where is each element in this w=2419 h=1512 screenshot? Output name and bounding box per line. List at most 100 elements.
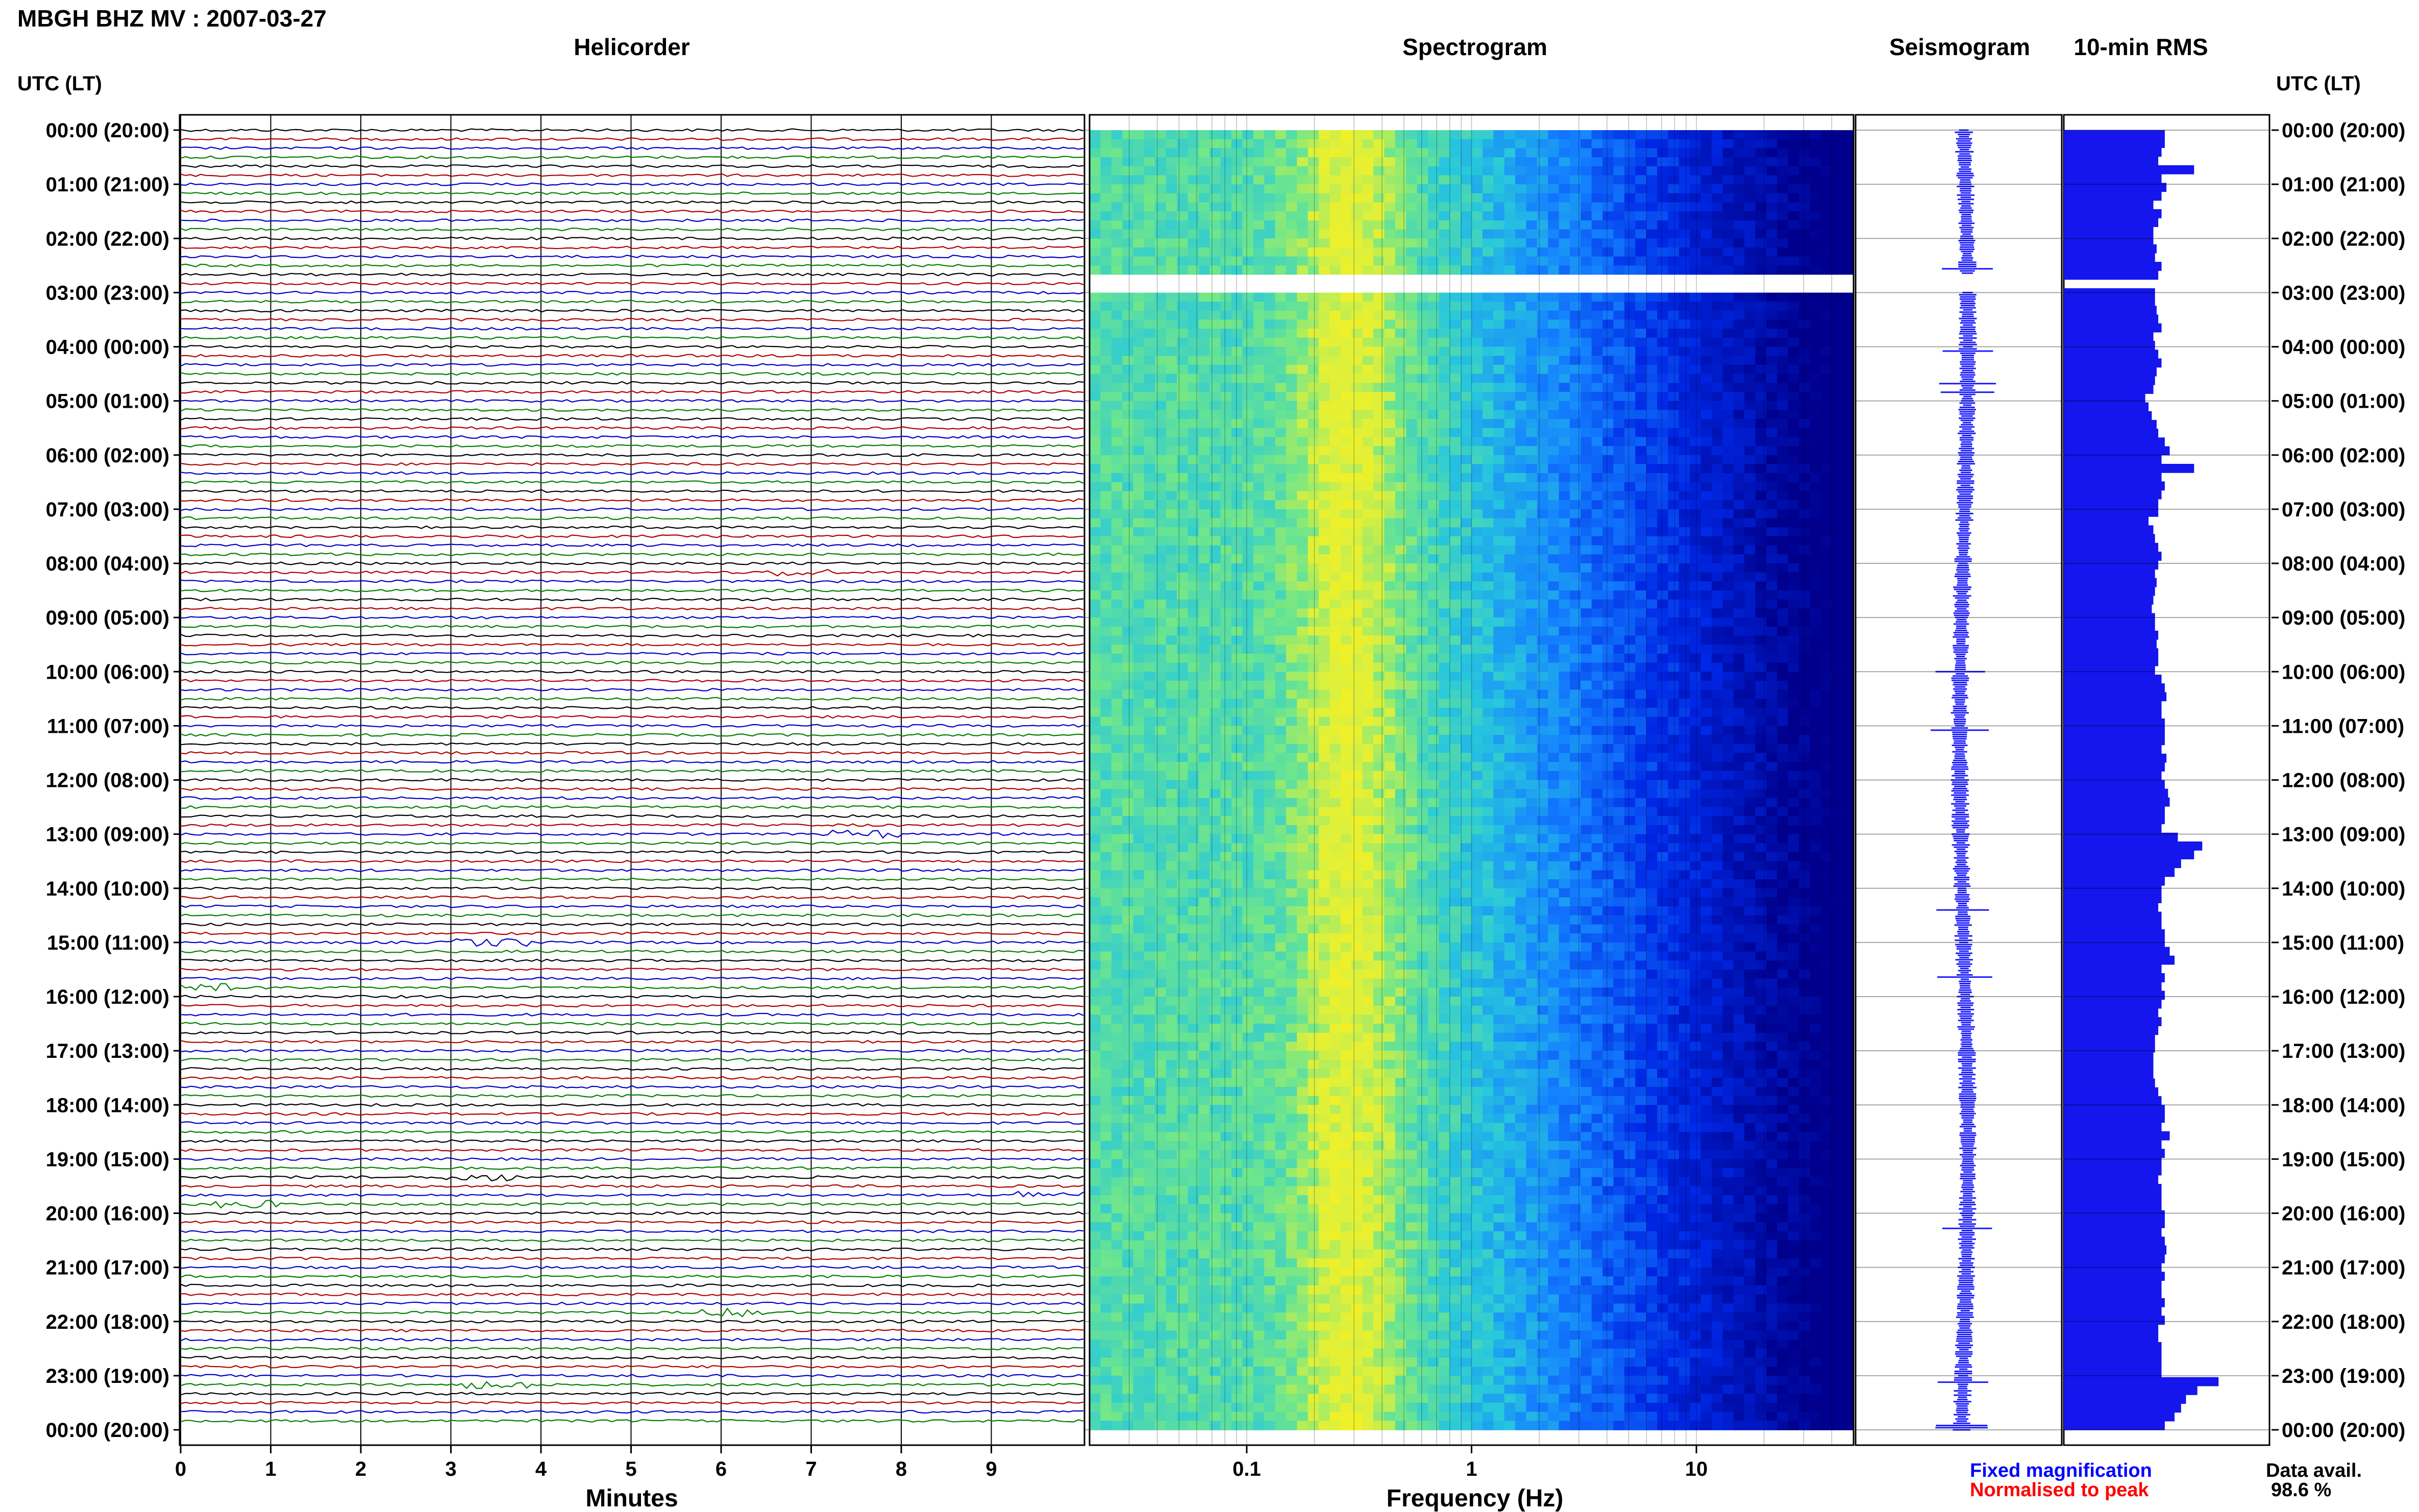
spectrogram-cell xyxy=(1198,419,1211,429)
spectrogram-cell xyxy=(1351,256,1363,266)
spectrogram-cell xyxy=(1832,256,1843,266)
spectrogram-cell xyxy=(1090,455,1101,465)
spectrogram-cell xyxy=(1820,635,1832,645)
spectrogram-cell xyxy=(1231,437,1243,447)
spectrogram-cell xyxy=(1744,563,1756,573)
spectrogram-cell xyxy=(1515,247,1527,257)
spectrogram-cell xyxy=(1493,148,1505,158)
spectrogram-cell xyxy=(1493,617,1505,627)
spectrogram-cell xyxy=(1570,229,1582,239)
spectrogram-cell xyxy=(1832,653,1843,663)
spectrogram-cell xyxy=(1449,292,1461,302)
spectrogram-cell xyxy=(1700,626,1712,636)
spectrogram-cell xyxy=(1810,446,1821,456)
spectrogram-cell xyxy=(1526,653,1538,663)
spectrogram-cell xyxy=(1700,184,1712,194)
spectrogram-cell xyxy=(1832,319,1843,329)
spectrogram-cell xyxy=(1297,726,1309,735)
spectrogram-cell xyxy=(1591,662,1603,673)
spectrogram-cell xyxy=(1275,346,1287,356)
spectrogram-cell xyxy=(1264,689,1276,700)
spectrogram-cell xyxy=(1297,220,1309,230)
spectrogram-cell xyxy=(1679,590,1690,600)
spectrogram-cell xyxy=(1591,527,1603,537)
spectrogram-cell xyxy=(1461,247,1472,257)
spectrogram-cell xyxy=(1744,482,1756,492)
spectrogram-cell xyxy=(1417,689,1428,700)
spectrogram-cell xyxy=(1722,310,1734,320)
spectrogram-cell xyxy=(1362,419,1374,429)
spectrogram-cell xyxy=(1548,166,1560,176)
spectrogram-cell xyxy=(1242,635,1254,645)
spectrogram-cell xyxy=(1210,401,1221,411)
spectrogram-cell xyxy=(1799,626,1811,636)
spectrogram-cell xyxy=(1307,211,1319,221)
spectrogram-cell xyxy=(1351,419,1363,429)
spectrogram-cell xyxy=(1253,554,1265,564)
spectrogram-cell xyxy=(1133,391,1145,402)
spectrogram-cell xyxy=(1657,563,1669,573)
spectrogram-cell xyxy=(1679,716,1690,727)
spectrogram-cell xyxy=(1777,554,1789,564)
spectrogram-cell xyxy=(1155,247,1167,257)
spectrogram-cell xyxy=(1646,455,1658,465)
spectrogram-cell xyxy=(1242,256,1254,266)
spectrogram-cell xyxy=(1188,175,1199,185)
spectrogram-cell xyxy=(1417,238,1428,248)
spectrogram-cell xyxy=(1799,193,1811,203)
spectrogram-cell xyxy=(1548,689,1560,700)
spectrogram-cell xyxy=(1788,437,1799,447)
spectrogram-cell xyxy=(1559,193,1570,203)
spectrogram-cell xyxy=(1668,211,1680,221)
spectrogram-cell xyxy=(1166,581,1177,591)
spectrogram-cell xyxy=(1581,238,1592,248)
spectrogram-cell xyxy=(1766,319,1778,329)
spectrogram-cell xyxy=(1722,329,1734,338)
spectrogram-cell xyxy=(1733,148,1745,158)
spectrogram-cell xyxy=(1755,536,1767,546)
spectrogram-cell xyxy=(1559,500,1570,510)
spectrogram-cell xyxy=(1700,130,1712,140)
spectrogram-cell xyxy=(1526,554,1538,564)
spectrogram-cell xyxy=(1602,211,1614,221)
spectrogram-cell xyxy=(1351,265,1363,275)
spectrogram-cell xyxy=(1548,391,1560,402)
spectrogram-cell xyxy=(1286,708,1298,717)
spectrogram-cell xyxy=(1275,662,1287,673)
spectrogram-cell xyxy=(1668,229,1680,239)
spectrogram-cell xyxy=(1777,310,1789,320)
spectrogram-cell xyxy=(1733,383,1745,392)
spectrogram-cell xyxy=(1406,572,1418,582)
spectrogram-cell xyxy=(1482,292,1494,302)
spectrogram-cell xyxy=(1613,193,1625,203)
spectrogram-cell xyxy=(1297,617,1309,627)
spectrogram-cell xyxy=(1679,130,1690,140)
spectrogram-cell xyxy=(1581,419,1592,429)
spectrogram-cell xyxy=(1210,482,1221,492)
spectrogram-cell xyxy=(1231,401,1243,411)
spectrogram-cell xyxy=(1810,437,1821,447)
spectrogram-cell xyxy=(1548,419,1560,429)
spectrogram-cell xyxy=(1842,572,1854,582)
spectrogram-cell xyxy=(1777,527,1789,537)
spectrogram-cell xyxy=(1461,256,1472,266)
spectrogram-cell xyxy=(1286,626,1298,636)
spectrogram-cell xyxy=(1220,302,1232,311)
spectrogram-cell xyxy=(1537,184,1548,194)
spectrogram-cell xyxy=(1264,229,1276,239)
spectrogram-cell xyxy=(1668,193,1680,203)
spectrogram-cell xyxy=(1613,689,1625,700)
spectrogram-cell xyxy=(1624,699,1636,708)
spectrogram-cell xyxy=(1515,401,1527,411)
spectrogram-cell xyxy=(1657,247,1669,257)
spectrogram-cell xyxy=(1351,581,1363,591)
spectrogram-cell xyxy=(1417,455,1428,465)
spectrogram-cell xyxy=(1242,716,1254,727)
spectrogram-cell xyxy=(1275,743,1287,754)
spectrogram-cell xyxy=(1133,148,1145,158)
spectrogram-cell xyxy=(1100,329,1112,338)
spectrogram-cell xyxy=(1210,229,1221,239)
spectrogram-cell xyxy=(1570,672,1582,681)
spectrogram-cell xyxy=(1515,220,1527,230)
spectrogram-cell xyxy=(1613,428,1625,438)
